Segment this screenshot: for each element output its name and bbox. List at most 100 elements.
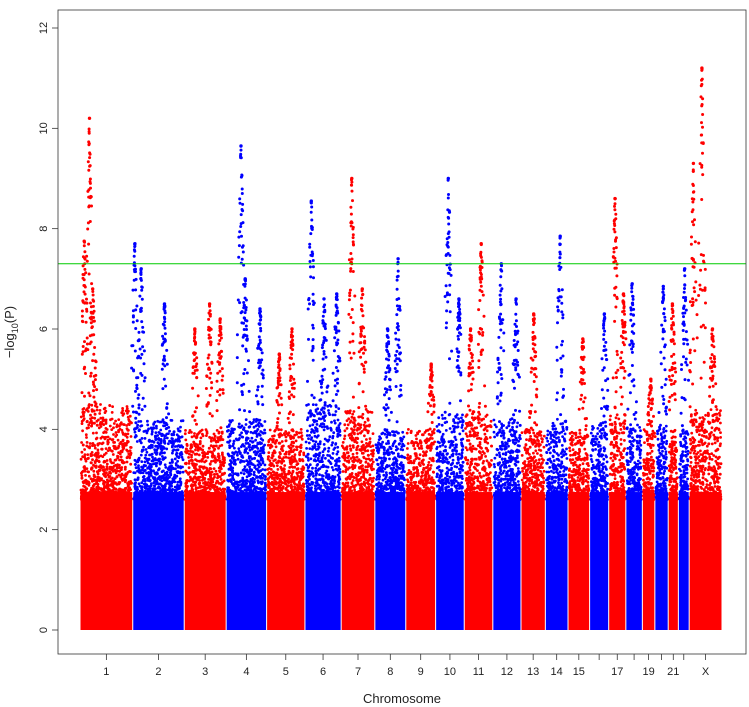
snp-point [218, 388, 222, 392]
snp-point [194, 365, 198, 369]
snp-point [336, 418, 340, 422]
snp-point [80, 474, 84, 477]
snp-point [300, 471, 303, 475]
snp-point [92, 489, 96, 493]
lead-snp-point [218, 317, 222, 321]
snp-point [311, 423, 315, 427]
snp-point [279, 452, 282, 456]
snp-point [260, 488, 264, 491]
snp-point [137, 429, 141, 432]
snp-point [228, 434, 232, 438]
snp-point [235, 480, 239, 484]
snp-point [175, 448, 178, 452]
snp-point [175, 495, 179, 499]
snp-point [163, 476, 167, 480]
snp-point [188, 452, 191, 456]
snp-point [208, 314, 212, 318]
snp-point [179, 425, 182, 429]
snp-point [335, 381, 339, 385]
snp-point [253, 464, 257, 468]
snp-point [318, 398, 322, 402]
snp-point [134, 421, 138, 425]
snp-point [84, 320, 88, 324]
snp-point [371, 444, 375, 448]
snp-point [212, 467, 216, 470]
snp-point [324, 355, 328, 359]
snp-point [256, 479, 260, 483]
snp-point [236, 457, 240, 461]
snp-point [81, 480, 85, 484]
snp-point [87, 168, 91, 172]
lead-snp-point [207, 302, 212, 306]
snp-point [137, 393, 141, 397]
snp-point [156, 419, 160, 423]
snp-point [188, 495, 192, 499]
snp-point [81, 350, 85, 354]
snp-point [140, 285, 144, 289]
snp-point [161, 387, 165, 391]
snp-point [293, 475, 296, 479]
snp-point [295, 448, 299, 451]
snp-point [250, 422, 254, 425]
snp-point [244, 324, 248, 328]
snp-point [92, 382, 96, 386]
snp-point [256, 459, 260, 463]
snp-point [271, 470, 275, 474]
snp-point [132, 368, 135, 372]
snp-point [194, 480, 198, 484]
snp-point [277, 455, 281, 459]
snp-point [82, 407, 86, 410]
snp-point [121, 445, 125, 449]
snp-point [190, 483, 194, 486]
snp-point [317, 446, 321, 449]
snp-point [248, 459, 252, 463]
snp-point [235, 333, 239, 337]
snp-point [169, 441, 173, 445]
snp-point [143, 485, 147, 489]
snp-point [287, 395, 291, 399]
snp-point [195, 435, 199, 439]
snp-point [80, 422, 84, 425]
snp-point [86, 410, 90, 413]
snp-point [250, 484, 254, 488]
snp-point [111, 405, 114, 408]
snp-point [120, 460, 124, 464]
snp-point [91, 458, 94, 462]
lead-snp-point [290, 327, 294, 331]
snp-point [101, 489, 105, 493]
snp-point [241, 250, 245, 254]
snp-point [139, 424, 143, 428]
snp-point [228, 423, 231, 426]
snp-point [102, 479, 105, 483]
snp-point [87, 272, 91, 276]
snp-point [273, 429, 277, 433]
snp-point [322, 352, 326, 356]
snp-point [107, 492, 111, 496]
snp-point [135, 383, 139, 387]
snp-point [86, 227, 90, 231]
snp-point [96, 472, 100, 476]
snp-point [173, 488, 177, 492]
snp-point [238, 433, 242, 437]
snp-point [146, 419, 149, 423]
snp-point [269, 461, 273, 465]
snp-point [104, 485, 107, 489]
snp-point [120, 493, 124, 496]
snp-point [133, 482, 137, 486]
snp-point [81, 320, 85, 324]
snp-point [93, 446, 97, 450]
snp-point [90, 421, 94, 425]
snp-point [305, 495, 308, 499]
snp-point [193, 442, 196, 446]
snp-point [334, 410, 338, 413]
snp-point [331, 441, 334, 445]
snp-point [193, 465, 197, 468]
snp-point [242, 498, 246, 501]
snp-point [89, 371, 93, 375]
snp-point [101, 455, 105, 458]
snp-point [155, 424, 158, 428]
snp-point [134, 416, 138, 420]
snp-point [243, 368, 247, 371]
snp-point [327, 475, 331, 479]
snp-point [88, 446, 91, 450]
